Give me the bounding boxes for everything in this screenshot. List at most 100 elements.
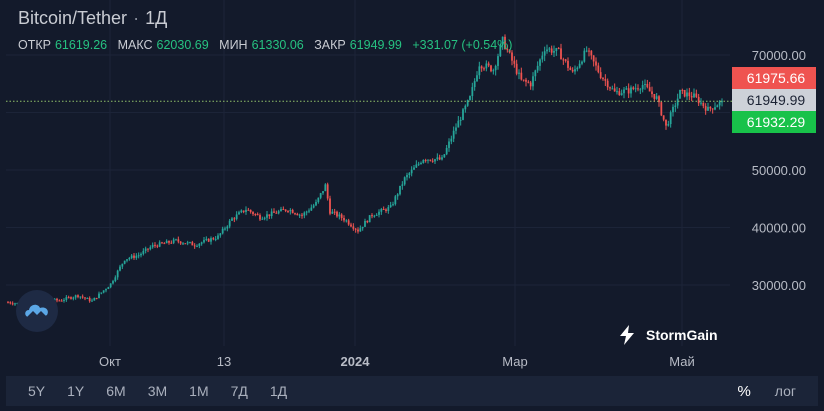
tf-7d[interactable]: 7Д [230,383,248,399]
tf-1m[interactable]: 1M [189,383,209,399]
cloud-logo-icon[interactable] [16,290,58,332]
candle [380,207,383,215]
log-scale-toggle[interactable]: лог [774,383,796,399]
scale-options: % лог [737,383,796,400]
candle [303,211,306,219]
candle [557,47,560,50]
candle [354,227,357,233]
candle [550,45,553,56]
candle [116,269,119,280]
candle [375,213,378,216]
candle [459,116,462,126]
open-value: 61619.26 [54,38,108,52]
candle [401,181,404,190]
x-tick-label: Май [669,354,694,369]
candle [413,165,415,170]
candle [394,195,397,206]
tf-5y[interactable]: 5Y [28,383,46,399]
candle [98,291,100,299]
candle [632,86,635,91]
tf-6m[interactable]: 6M [106,383,126,399]
candle [130,254,133,260]
candle [669,110,672,128]
y-tick-label: 50000.00 [752,163,806,178]
ask-price-tag: 61975.66 [732,67,816,89]
candle [714,102,716,111]
candle [522,79,525,82]
candle [534,69,537,82]
candle [602,76,604,81]
candle [308,208,310,214]
close-label: ЗАКР [314,38,346,52]
candle [424,158,427,163]
candle [88,296,91,303]
candle [329,195,331,216]
brand-name: StormGain [646,327,718,343]
candle [443,153,446,158]
candle [154,242,156,248]
interval-label: 1Д [145,8,168,28]
candle [653,93,656,102]
candle [651,86,653,98]
candle-series [7,34,723,308]
candle [718,100,721,110]
candle [284,209,287,213]
candle [343,215,345,223]
candle [312,203,315,209]
candle [452,126,455,143]
candle [427,159,429,164]
candle [231,217,233,222]
candle [464,104,467,113]
candle [611,85,614,90]
candle [497,53,499,70]
candle [410,166,413,177]
candle [609,86,611,91]
candle [613,83,616,92]
candle [429,159,432,162]
candle [9,301,12,305]
candle [63,298,65,303]
candle [182,242,184,246]
candle [165,239,168,244]
candle [210,236,212,245]
lightning-icon [620,325,634,345]
candle [630,85,632,98]
candle [560,43,562,60]
candle [191,240,194,246]
svg-text:61975.66: 61975.66 [747,70,806,86]
tf-1y[interactable]: 1Y [67,383,85,399]
candle [667,120,670,127]
candle [574,65,576,75]
svg-text:61932.29: 61932.29 [747,114,806,130]
candle [469,95,471,101]
x-tick-label: 2024 [341,354,371,369]
candle [168,240,170,245]
candle [198,243,201,249]
candle [151,242,154,249]
tf-3m[interactable]: 3M [147,383,168,399]
candle [618,87,621,96]
candle [529,80,532,90]
candle [326,182,329,201]
price-chart[interactable]: 70000.0060000.0050000.0040000.0030000.00… [0,0,824,376]
candle [564,58,567,63]
candle [368,215,371,223]
tf-1d[interactable]: 1Д [269,383,288,399]
candle [95,297,98,300]
candle [70,296,72,300]
candle [674,102,677,112]
change-value: +331.07 (+0.54%) [412,38,513,52]
candle [606,78,609,91]
candle [567,57,569,71]
candle [396,193,399,200]
candle [641,80,644,93]
candle [438,154,441,161]
timeframe-toolbar: 5Y 1Y 6M 3M 1M 7Д 1Д % лог [6,376,818,406]
percent-scale-toggle[interactable]: % [737,382,751,400]
candle [637,84,639,92]
candle [660,101,663,117]
candle [121,263,124,270]
candle [240,209,243,214]
candle [441,155,443,161]
candle [74,294,77,300]
